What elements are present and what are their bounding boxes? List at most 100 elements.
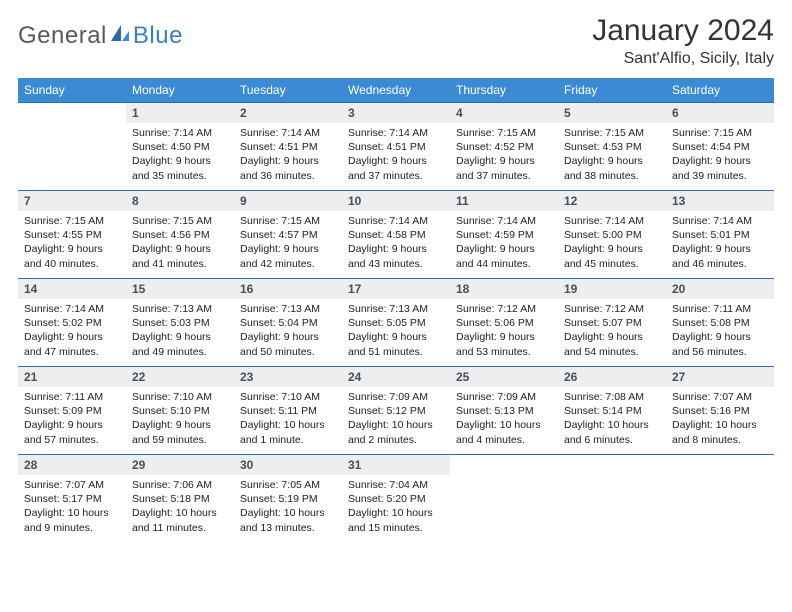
location-label: Sant'Alfio, Sicily, Italy bbox=[592, 50, 774, 68]
calendar-cell bbox=[450, 455, 558, 543]
calendar-cell bbox=[666, 455, 774, 543]
day-details: Sunrise: 7:12 AMSunset: 5:07 PMDaylight:… bbox=[558, 299, 666, 365]
calendar-cell: 22Sunrise: 7:10 AMSunset: 5:10 PMDayligh… bbox=[126, 367, 234, 455]
day-number: 4 bbox=[450, 103, 558, 123]
day-header: Saturday bbox=[666, 78, 774, 103]
day-number: 25 bbox=[450, 367, 558, 387]
calendar-cell: 10Sunrise: 7:14 AMSunset: 4:58 PMDayligh… bbox=[342, 191, 450, 279]
calendar-cell bbox=[18, 103, 126, 191]
day-details: Sunrise: 7:14 AMSunset: 4:51 PMDaylight:… bbox=[234, 123, 342, 189]
day-number: 14 bbox=[18, 279, 126, 299]
day-details: Sunrise: 7:15 AMSunset: 4:52 PMDaylight:… bbox=[450, 123, 558, 189]
calendar-cell: 24Sunrise: 7:09 AMSunset: 5:12 PMDayligh… bbox=[342, 367, 450, 455]
day-details: Sunrise: 7:04 AMSunset: 5:20 PMDaylight:… bbox=[342, 475, 450, 541]
day-number: 7 bbox=[18, 191, 126, 211]
calendar-table: Sunday Monday Tuesday Wednesday Thursday… bbox=[18, 78, 774, 543]
day-details: Sunrise: 7:15 AMSunset: 4:54 PMDaylight:… bbox=[666, 123, 774, 189]
day-details: Sunrise: 7:14 AMSunset: 4:50 PMDaylight:… bbox=[126, 123, 234, 189]
day-number: 31 bbox=[342, 455, 450, 475]
day-details: Sunrise: 7:14 AMSunset: 4:51 PMDaylight:… bbox=[342, 123, 450, 189]
page-title: January 2024 bbox=[592, 14, 774, 48]
day-details: Sunrise: 7:07 AMSunset: 5:17 PMDaylight:… bbox=[18, 475, 126, 541]
day-number: 16 bbox=[234, 279, 342, 299]
calendar-cell: 21Sunrise: 7:11 AMSunset: 5:09 PMDayligh… bbox=[18, 367, 126, 455]
day-details: Sunrise: 7:10 AMSunset: 5:10 PMDaylight:… bbox=[126, 387, 234, 453]
calendar-cell: 18Sunrise: 7:12 AMSunset: 5:06 PMDayligh… bbox=[450, 279, 558, 367]
day-header: Friday bbox=[558, 78, 666, 103]
day-number: 1 bbox=[126, 103, 234, 123]
day-details: Sunrise: 7:10 AMSunset: 5:11 PMDaylight:… bbox=[234, 387, 342, 453]
day-number: 28 bbox=[18, 455, 126, 475]
calendar-cell: 30Sunrise: 7:05 AMSunset: 5:19 PMDayligh… bbox=[234, 455, 342, 543]
calendar-cell: 26Sunrise: 7:08 AMSunset: 5:14 PMDayligh… bbox=[558, 367, 666, 455]
day-number: 9 bbox=[234, 191, 342, 211]
day-number: 21 bbox=[18, 367, 126, 387]
day-details: Sunrise: 7:12 AMSunset: 5:06 PMDaylight:… bbox=[450, 299, 558, 365]
title-block: January 2024 Sant'Alfio, Sicily, Italy bbox=[592, 14, 774, 68]
day-number: 8 bbox=[126, 191, 234, 211]
day-number: 23 bbox=[234, 367, 342, 387]
day-number: 2 bbox=[234, 103, 342, 123]
calendar-cell: 13Sunrise: 7:14 AMSunset: 5:01 PMDayligh… bbox=[666, 191, 774, 279]
day-header: Monday bbox=[126, 78, 234, 103]
day-details: Sunrise: 7:09 AMSunset: 5:13 PMDaylight:… bbox=[450, 387, 558, 453]
logo-text-general: General bbox=[18, 22, 107, 50]
calendar-cell: 23Sunrise: 7:10 AMSunset: 5:11 PMDayligh… bbox=[234, 367, 342, 455]
day-details: Sunrise: 7:15 AMSunset: 4:55 PMDaylight:… bbox=[18, 211, 126, 277]
day-details: Sunrise: 7:13 AMSunset: 5:03 PMDaylight:… bbox=[126, 299, 234, 365]
day-number: 29 bbox=[126, 455, 234, 475]
calendar-cell: 15Sunrise: 7:13 AMSunset: 5:03 PMDayligh… bbox=[126, 279, 234, 367]
calendar-cell bbox=[558, 455, 666, 543]
day-header: Tuesday bbox=[234, 78, 342, 103]
day-details: Sunrise: 7:15 AMSunset: 4:56 PMDaylight:… bbox=[126, 211, 234, 277]
calendar-row: 14Sunrise: 7:14 AMSunset: 5:02 PMDayligh… bbox=[18, 279, 774, 367]
day-details: Sunrise: 7:15 AMSunset: 4:57 PMDaylight:… bbox=[234, 211, 342, 277]
day-details: Sunrise: 7:11 AMSunset: 5:09 PMDaylight:… bbox=[18, 387, 126, 453]
calendar-cell: 12Sunrise: 7:14 AMSunset: 5:00 PMDayligh… bbox=[558, 191, 666, 279]
calendar-cell: 29Sunrise: 7:06 AMSunset: 5:18 PMDayligh… bbox=[126, 455, 234, 543]
day-details: Sunrise: 7:14 AMSunset: 4:59 PMDaylight:… bbox=[450, 211, 558, 277]
header: General Blue January 2024 Sant'Alfio, Si… bbox=[18, 14, 774, 68]
calendar-cell: 31Sunrise: 7:04 AMSunset: 5:20 PMDayligh… bbox=[342, 455, 450, 543]
day-details: Sunrise: 7:08 AMSunset: 5:14 PMDaylight:… bbox=[558, 387, 666, 453]
day-details: Sunrise: 7:13 AMSunset: 5:05 PMDaylight:… bbox=[342, 299, 450, 365]
calendar-cell: 6Sunrise: 7:15 AMSunset: 4:54 PMDaylight… bbox=[666, 103, 774, 191]
day-details: Sunrise: 7:05 AMSunset: 5:19 PMDaylight:… bbox=[234, 475, 342, 541]
calendar-row: 28Sunrise: 7:07 AMSunset: 5:17 PMDayligh… bbox=[18, 455, 774, 543]
calendar-cell: 3Sunrise: 7:14 AMSunset: 4:51 PMDaylight… bbox=[342, 103, 450, 191]
calendar-cell: 27Sunrise: 7:07 AMSunset: 5:16 PMDayligh… bbox=[666, 367, 774, 455]
day-number: 18 bbox=[450, 279, 558, 299]
calendar-cell: 19Sunrise: 7:12 AMSunset: 5:07 PMDayligh… bbox=[558, 279, 666, 367]
day-number: 22 bbox=[126, 367, 234, 387]
logo: General Blue bbox=[18, 14, 183, 50]
calendar-cell: 25Sunrise: 7:09 AMSunset: 5:13 PMDayligh… bbox=[450, 367, 558, 455]
day-number: 26 bbox=[558, 367, 666, 387]
day-number: 20 bbox=[666, 279, 774, 299]
day-details: Sunrise: 7:14 AMSunset: 5:02 PMDaylight:… bbox=[18, 299, 126, 365]
calendar-cell: 2Sunrise: 7:14 AMSunset: 4:51 PMDaylight… bbox=[234, 103, 342, 191]
day-details: Sunrise: 7:06 AMSunset: 5:18 PMDaylight:… bbox=[126, 475, 234, 541]
calendar-row: 7Sunrise: 7:15 AMSunset: 4:55 PMDaylight… bbox=[18, 191, 774, 279]
calendar-cell: 1Sunrise: 7:14 AMSunset: 4:50 PMDaylight… bbox=[126, 103, 234, 191]
day-header: Wednesday bbox=[342, 78, 450, 103]
day-number: 27 bbox=[666, 367, 774, 387]
day-details: Sunrise: 7:11 AMSunset: 5:08 PMDaylight:… bbox=[666, 299, 774, 365]
day-details: Sunrise: 7:09 AMSunset: 5:12 PMDaylight:… bbox=[342, 387, 450, 453]
day-number: 30 bbox=[234, 455, 342, 475]
day-number: 17 bbox=[342, 279, 450, 299]
logo-sail-icon bbox=[109, 23, 131, 50]
day-header: Thursday bbox=[450, 78, 558, 103]
logo-text-blue: Blue bbox=[133, 22, 183, 50]
calendar-cell: 8Sunrise: 7:15 AMSunset: 4:56 PMDaylight… bbox=[126, 191, 234, 279]
calendar-cell: 11Sunrise: 7:14 AMSunset: 4:59 PMDayligh… bbox=[450, 191, 558, 279]
day-details: Sunrise: 7:15 AMSunset: 4:53 PMDaylight:… bbox=[558, 123, 666, 189]
day-header: Sunday bbox=[18, 78, 126, 103]
day-number: 5 bbox=[558, 103, 666, 123]
calendar-row: 1Sunrise: 7:14 AMSunset: 4:50 PMDaylight… bbox=[18, 103, 774, 191]
calendar-cell: 4Sunrise: 7:15 AMSunset: 4:52 PMDaylight… bbox=[450, 103, 558, 191]
calendar-cell: 7Sunrise: 7:15 AMSunset: 4:55 PMDaylight… bbox=[18, 191, 126, 279]
day-header-row: Sunday Monday Tuesday Wednesday Thursday… bbox=[18, 78, 774, 103]
calendar-cell: 5Sunrise: 7:15 AMSunset: 4:53 PMDaylight… bbox=[558, 103, 666, 191]
day-number: 24 bbox=[342, 367, 450, 387]
day-number: 6 bbox=[666, 103, 774, 123]
